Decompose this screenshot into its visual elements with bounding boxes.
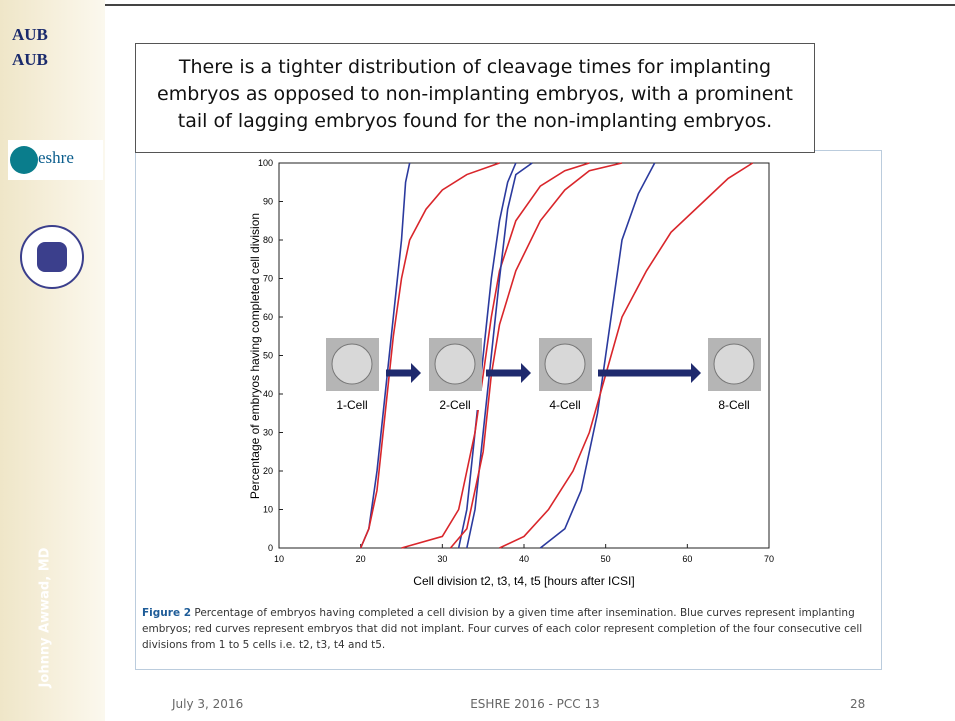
x-tick-label: 20 <box>356 554 366 564</box>
logo-box: eshre <box>8 140 103 180</box>
y-tick-label: 30 <box>263 428 273 438</box>
x-tick-label: 10 <box>274 554 284 564</box>
y-tick-label: 20 <box>263 466 273 476</box>
embryo <box>714 344 754 384</box>
figure: Percentage of embryos having completed c… <box>135 150 882 670</box>
annotation: 1-Cell <box>336 398 367 412</box>
y-tick-label: 70 <box>263 274 273 284</box>
arrow-head <box>411 363 421 383</box>
annotation: 4-Cell <box>549 398 580 412</box>
y-tick-label: 90 <box>263 197 273 207</box>
annotation: 8-Cell <box>718 398 749 412</box>
title: There is a tighter distribution of cleav… <box>135 43 815 153</box>
caption-text: Percentage of embryos having completed a… <box>142 607 862 651</box>
author: Johnny Awwad, MD <box>38 543 53 693</box>
logo: AUB <box>12 25 48 45</box>
y-tick-label: 60 <box>263 312 273 322</box>
arrow-head <box>691 363 701 383</box>
y-tick-label: 50 <box>263 351 273 361</box>
embryo <box>545 344 585 384</box>
y-tick-label: 100 <box>258 158 273 168</box>
caption: Figure 2 Percentage of embryos having co… <box>142 605 877 653</box>
y-axis-label: Percentage of embryos having completed c… <box>248 213 262 499</box>
footer-date: July 3, 2016 <box>172 697 243 711</box>
caption-label: Figure 2 <box>142 607 191 619</box>
footer-event: ESHRE 2016 - PCC 13 <box>460 697 610 711</box>
embryo <box>435 344 475 384</box>
rule <box>105 4 955 6</box>
x-tick-label: 60 <box>682 554 692 564</box>
y-tick-label: 40 <box>263 389 273 399</box>
arrow-head <box>521 363 531 383</box>
logo: AUB <box>12 50 48 70</box>
x-tick-label: 40 <box>519 554 529 564</box>
sidebar: AUB AUB eshre Johnny Awwad, MD <box>0 0 105 721</box>
x-tick-label: 30 <box>437 554 447 564</box>
slide: AUB AUB eshre Johnny Awwad, MD Percentag… <box>0 0 955 721</box>
y-tick-label: 80 <box>263 235 273 245</box>
x-tick-label: 50 <box>601 554 611 564</box>
y-tick-label: 10 <box>263 505 273 515</box>
page-number: 28 <box>850 697 865 711</box>
chart: Percentage of embryos having completed c… <box>136 151 881 601</box>
logo-icon <box>37 242 67 272</box>
logo-icon <box>20 225 84 289</box>
x-axis-label: Cell division t2, t3, t4, t5 [hours afte… <box>413 574 634 588</box>
y-tick-label: 0 <box>268 543 273 553</box>
embryo <box>332 344 372 384</box>
annotation: 2-Cell <box>439 398 470 412</box>
logo-icon <box>10 146 38 174</box>
x-tick-label: 70 <box>764 554 774 564</box>
logo: eshre <box>38 148 74 168</box>
